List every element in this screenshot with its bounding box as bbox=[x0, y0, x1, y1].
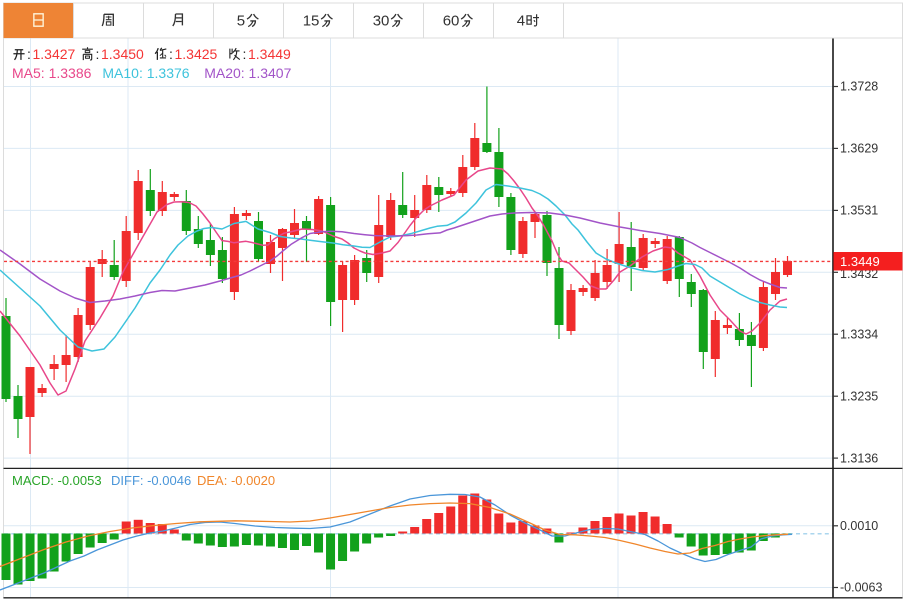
svg-text:1.3728: 1.3728 bbox=[840, 80, 878, 94]
svg-text:1.3425: 1.3425 bbox=[175, 46, 218, 62]
svg-text:5: 5 bbox=[237, 13, 245, 30]
svg-text::: : bbox=[96, 46, 100, 62]
svg-text::: : bbox=[243, 46, 247, 62]
svg-text::: : bbox=[27, 46, 31, 62]
svg-text:15: 15 bbox=[303, 13, 320, 30]
svg-text:30: 30 bbox=[373, 13, 390, 30]
svg-text:1.3450: 1.3450 bbox=[101, 46, 144, 62]
svg-text:DEA: -0.0020: DEA: -0.0020 bbox=[197, 473, 275, 488]
svg-text:0.0010: 0.0010 bbox=[840, 519, 878, 533]
svg-text:1.3531: 1.3531 bbox=[840, 204, 878, 218]
svg-text:1.3449: 1.3449 bbox=[840, 254, 880, 269]
svg-text:MA10: 1.3376: MA10: 1.3376 bbox=[102, 65, 189, 81]
svg-text::: : bbox=[169, 46, 173, 62]
svg-text:1.3449: 1.3449 bbox=[248, 46, 291, 62]
svg-text:1.3136: 1.3136 bbox=[840, 451, 878, 465]
svg-text:1.3427: 1.3427 bbox=[33, 46, 76, 62]
svg-text:1.3334: 1.3334 bbox=[840, 327, 878, 341]
svg-text:-0.0063: -0.0063 bbox=[840, 581, 882, 595]
svg-text:MA20: 1.3407: MA20: 1.3407 bbox=[204, 65, 291, 81]
svg-text:60: 60 bbox=[443, 13, 460, 30]
svg-text:4: 4 bbox=[517, 13, 525, 30]
svg-text:1.3629: 1.3629 bbox=[840, 142, 878, 156]
svg-text:DIFF: -0.0046: DIFF: -0.0046 bbox=[111, 473, 191, 488]
svg-text:MA5: 1.3386: MA5: 1.3386 bbox=[12, 65, 92, 81]
svg-text:1.3235: 1.3235 bbox=[840, 389, 878, 403]
svg-text:MACD: -0.0053: MACD: -0.0053 bbox=[12, 473, 102, 488]
